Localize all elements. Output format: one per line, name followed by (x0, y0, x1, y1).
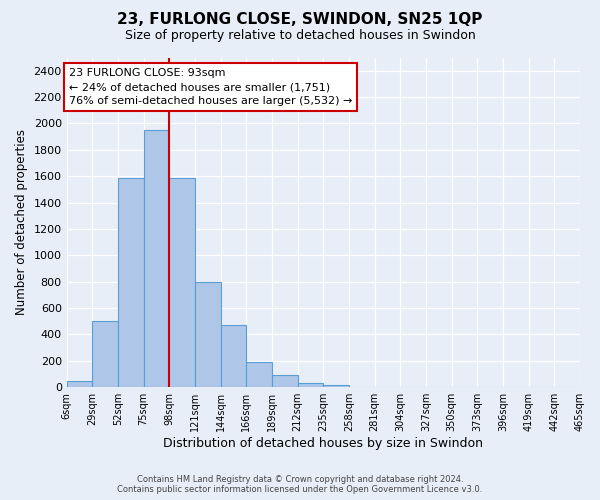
Text: Contains HM Land Registry data © Crown copyright and database right 2024.
Contai: Contains HM Land Registry data © Crown c… (118, 474, 482, 494)
Text: 23, FURLONG CLOSE, SWINDON, SN25 1QP: 23, FURLONG CLOSE, SWINDON, SN25 1QP (118, 12, 482, 28)
Y-axis label: Number of detached properties: Number of detached properties (15, 130, 28, 316)
Bar (323, 384, 349, 387)
X-axis label: Distribution of detached houses by size in Swindon: Distribution of detached houses by size … (163, 437, 484, 450)
Bar (247, 362, 272, 387)
Bar (169, 178, 195, 387)
Bar (221, 325, 247, 387)
Bar (67, 380, 92, 387)
Bar (143, 130, 169, 387)
Bar (298, 384, 323, 387)
Text: 23 FURLONG CLOSE: 93sqm
← 24% of detached houses are smaller (1,751)
76% of semi: 23 FURLONG CLOSE: 93sqm ← 24% of detache… (69, 68, 352, 106)
Text: Size of property relative to detached houses in Swindon: Size of property relative to detached ho… (125, 29, 475, 42)
Bar (195, 282, 221, 387)
Bar (92, 322, 118, 387)
Bar (272, 376, 298, 387)
Bar (118, 178, 143, 387)
